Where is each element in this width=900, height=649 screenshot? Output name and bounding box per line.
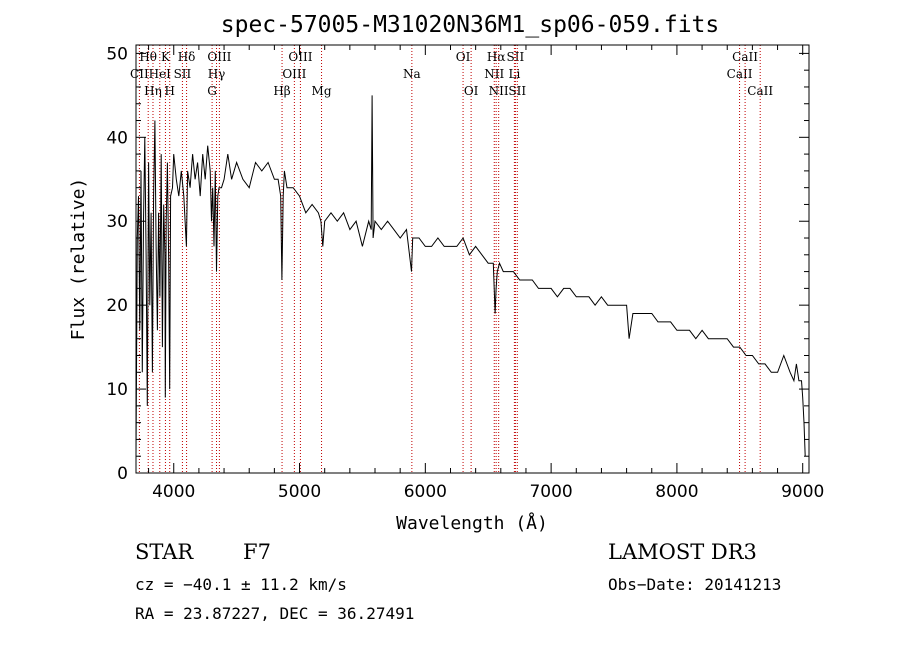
line-label-20: NII bbox=[489, 84, 509, 98]
coordinates: RA = 23.87227, DEC = 36.27491 bbox=[135, 604, 415, 623]
y-tick-label-0: 0 bbox=[117, 464, 128, 484]
line-label-21: Li bbox=[508, 67, 520, 81]
line-label-3: HeI bbox=[149, 67, 172, 81]
observation-date: Obs−Date: 20141213 bbox=[608, 575, 782, 594]
x-tick-label-4000: 4000 bbox=[152, 482, 195, 502]
line-label-19: Hα bbox=[487, 50, 506, 64]
series-layer bbox=[135, 95, 806, 457]
y-tick-label-50: 50 bbox=[106, 44, 128, 64]
plot-title: spec-57005-M31020N36M1_sp06-059.fits bbox=[221, 12, 720, 38]
y-tick-label-10: 10 bbox=[106, 380, 128, 400]
series-line-spectrum bbox=[135, 95, 806, 457]
line-label-8: G bbox=[207, 84, 217, 98]
line-label-1: Hθ bbox=[139, 50, 157, 64]
line-label-6: SII bbox=[174, 67, 192, 81]
line-label-2: Hη bbox=[144, 84, 162, 98]
line-label-17: OI bbox=[464, 84, 479, 98]
x-axis: 4000 5000 6000 7000 8000 9000 bbox=[148, 45, 824, 502]
line-label-25: CaII bbox=[732, 50, 758, 64]
x-tick-label-9000: 9000 bbox=[781, 482, 824, 502]
spectral-line-markers: CIIHθHηHeIKHSIIHδGHγOIIIHβOIIIOIIIMgNaOI… bbox=[130, 45, 773, 473]
line-label-5: H bbox=[164, 84, 174, 98]
redshift-velocity: cz = −40.1 ± 11.2 km/s bbox=[135, 575, 347, 594]
y-axis: 0 10 20 30 40 50 bbox=[106, 44, 809, 484]
y-tick-label-30: 30 bbox=[106, 212, 128, 232]
line-label-0: CII bbox=[130, 67, 149, 81]
line-label-13: OIII bbox=[288, 50, 312, 64]
object-class: STAR bbox=[135, 540, 194, 564]
y-axis-label: Flux (relative) bbox=[68, 178, 89, 341]
survey-name: LAMOST DR3 bbox=[608, 540, 757, 564]
x-tick-label-6000: 6000 bbox=[404, 482, 447, 502]
x-tick-label-5000: 5000 bbox=[278, 482, 321, 502]
line-label-7: Hδ bbox=[178, 50, 196, 64]
object-subclass: F7 bbox=[243, 540, 271, 564]
y-tick-label-40: 40 bbox=[106, 128, 128, 148]
x-axis-label: Wavelength (Å) bbox=[396, 512, 548, 534]
line-label-11: Hβ bbox=[273, 84, 290, 98]
line-label-26: CaII bbox=[747, 84, 773, 98]
plot-frame bbox=[135, 44, 810, 474]
x-tick-label-8000: 8000 bbox=[655, 482, 698, 502]
line-label-24: CaII bbox=[727, 67, 753, 81]
line-label-12: OIII bbox=[282, 67, 306, 81]
line-label-9: Hγ bbox=[208, 67, 226, 81]
line-label-22: SII bbox=[507, 50, 525, 64]
line-label-16: OI bbox=[456, 50, 471, 64]
line-label-18: NII bbox=[484, 67, 504, 81]
line-label-10: OIII bbox=[207, 50, 231, 64]
y-tick-label-20: 20 bbox=[106, 296, 128, 316]
x-tick-label-7000: 7000 bbox=[529, 482, 572, 502]
line-label-4: K bbox=[161, 50, 171, 64]
line-label-15: Na bbox=[403, 67, 421, 81]
line-label-14: Mg bbox=[312, 84, 332, 98]
line-label-23: SII bbox=[508, 84, 526, 98]
